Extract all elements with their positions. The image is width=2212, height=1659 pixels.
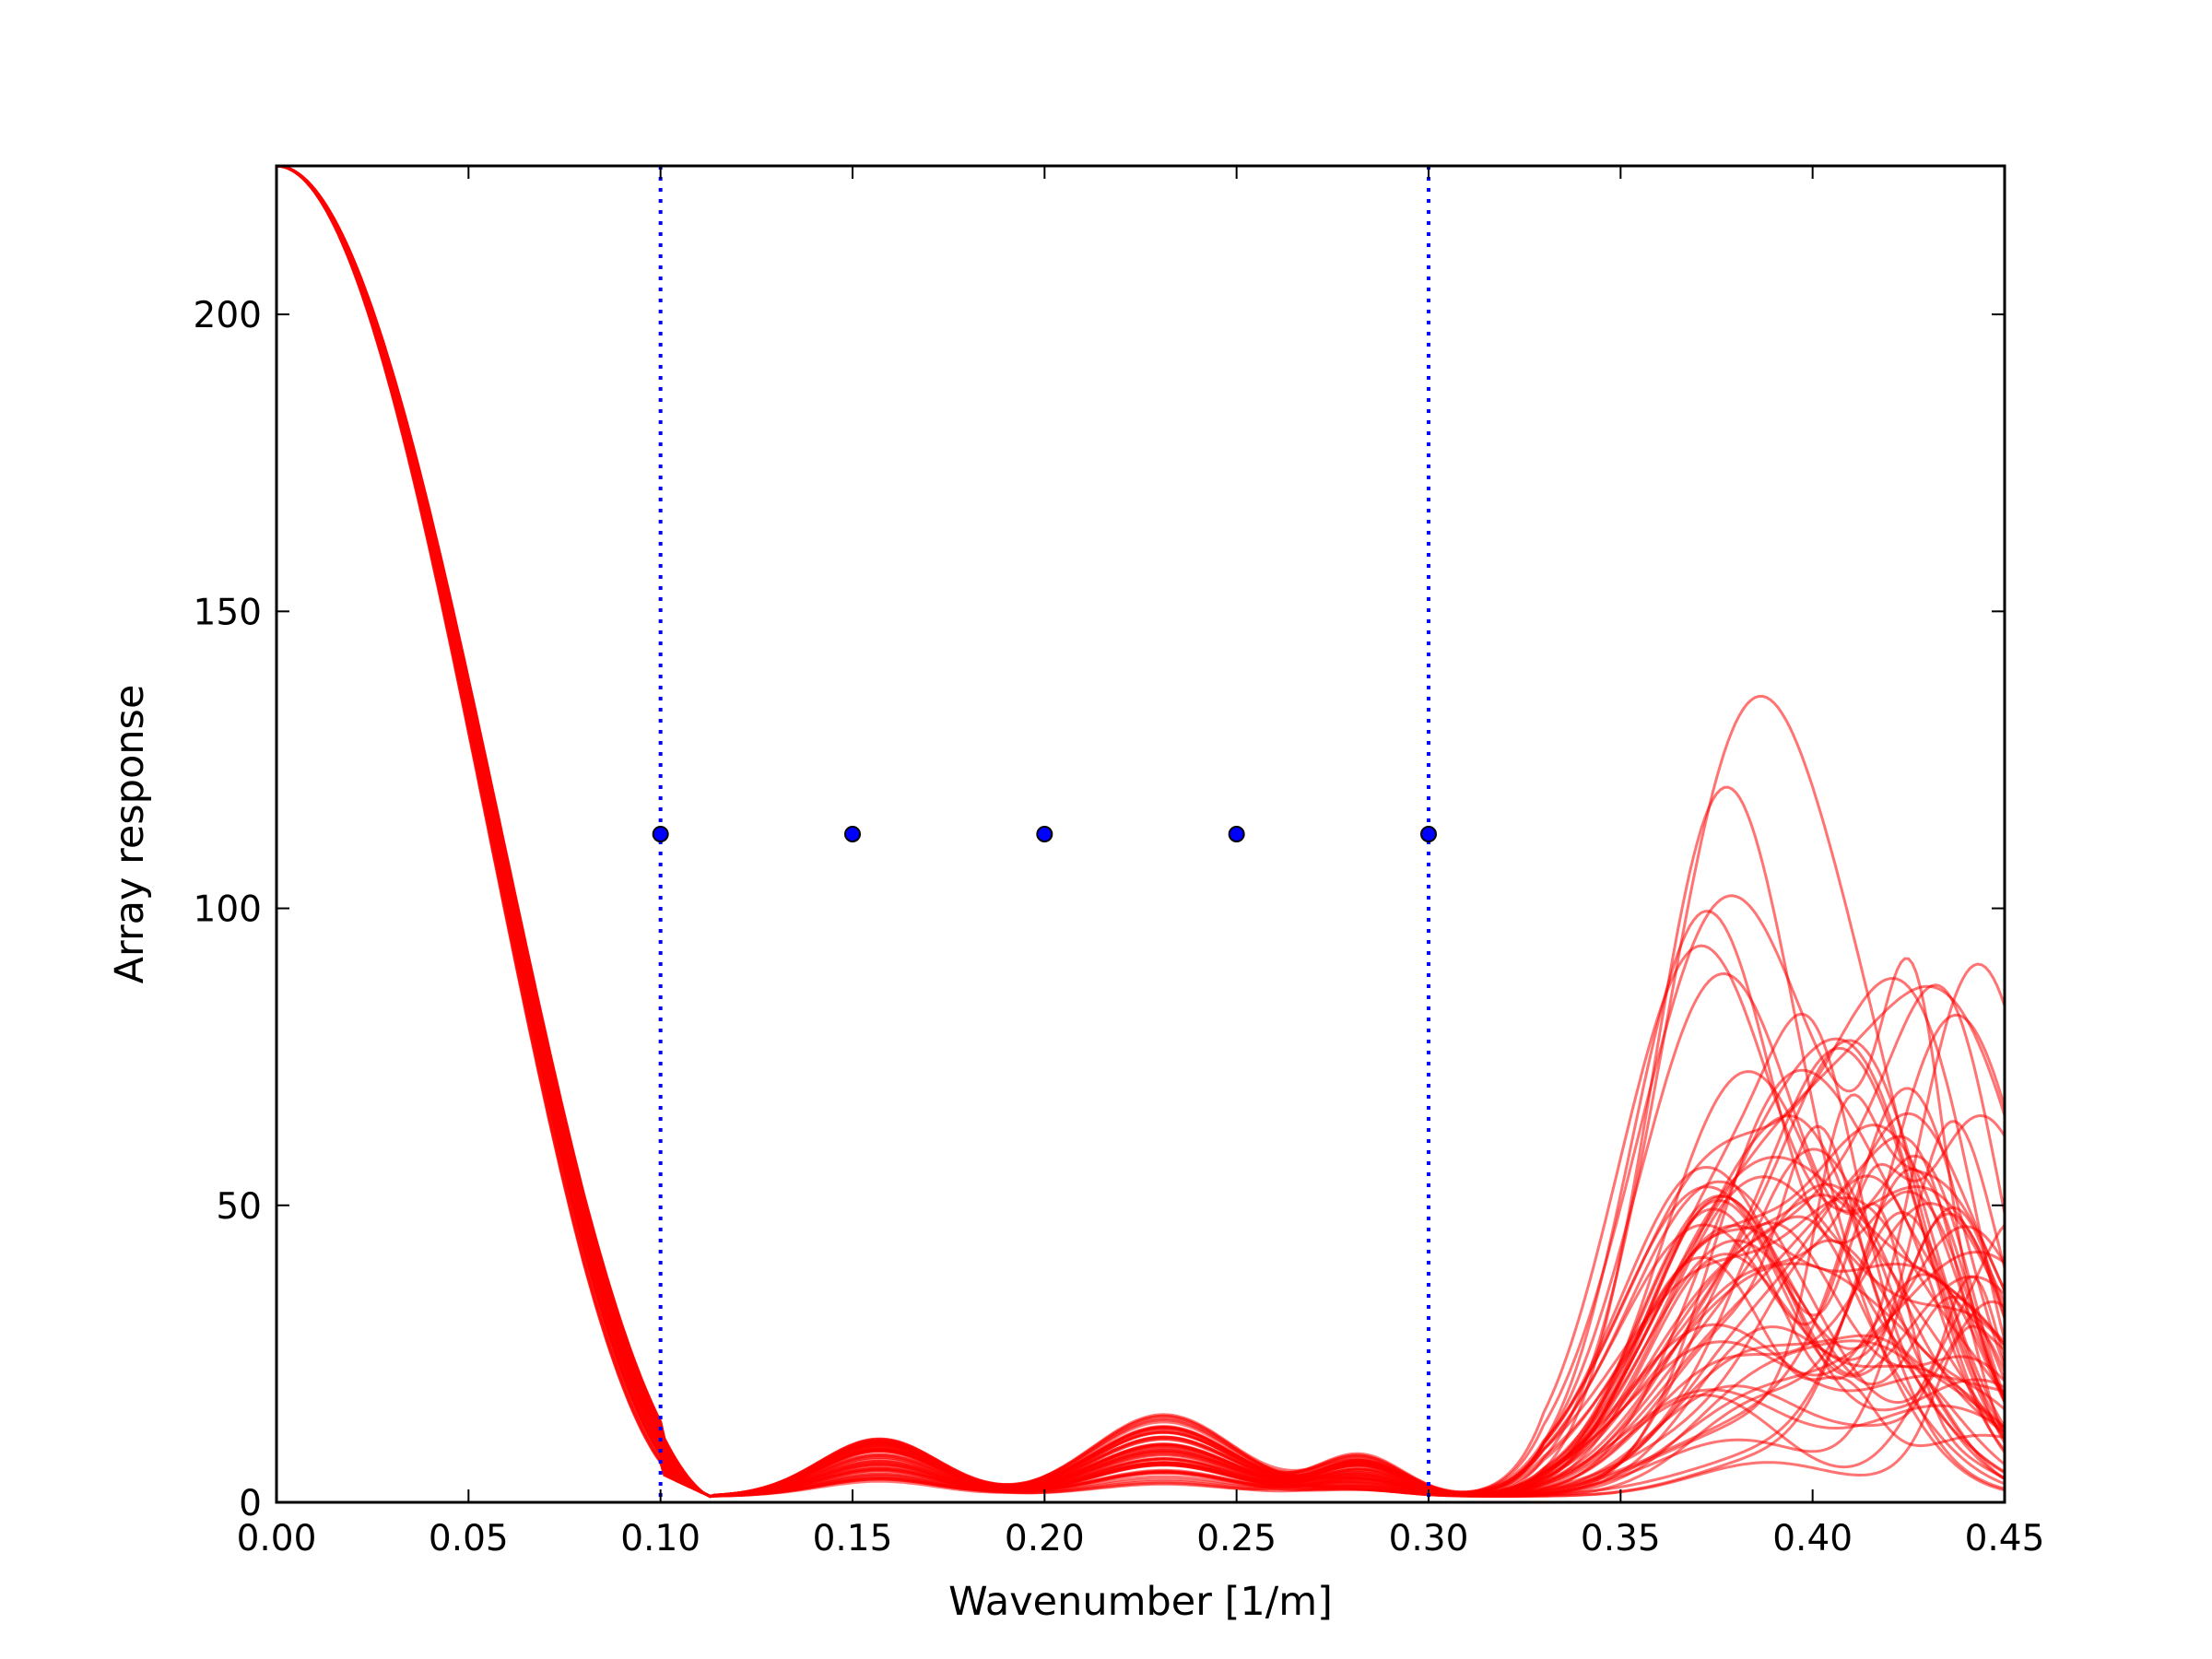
y-tick-label: 200 bbox=[194, 295, 262, 336]
x-tick-label: 0.10 bbox=[620, 1518, 700, 1559]
x-tick-label: 0.45 bbox=[1965, 1518, 2045, 1559]
y-tick-label: 50 bbox=[216, 1186, 262, 1228]
response-curve bbox=[276, 166, 2005, 1499]
x-tick-label: 0.35 bbox=[1581, 1518, 1661, 1559]
y-tick-label: 0 bbox=[239, 1483, 262, 1524]
band-marker bbox=[844, 826, 861, 842]
axis-ticks: 0.00 0.05 0.10 0.15 0.20 0.25 0.30 0.35 0.40 0.45… bbox=[194, 166, 2045, 1559]
response-curve bbox=[276, 166, 2005, 1499]
x-tick-label: 0.05 bbox=[429, 1518, 509, 1559]
x-tick-label: 0.20 bbox=[1005, 1518, 1085, 1559]
band-markers bbox=[652, 826, 1437, 842]
x-axis-label: Wavenumber [1/m] bbox=[948, 1579, 1333, 1625]
plot-frame bbox=[275, 164, 2006, 1504]
x-tick-label: 0.30 bbox=[1389, 1518, 1469, 1559]
band-marker bbox=[1420, 826, 1437, 842]
y-tick-label: 150 bbox=[194, 592, 262, 633]
response-curve bbox=[276, 166, 2005, 1499]
response-curve bbox=[276, 166, 2005, 1499]
x-tick-label: 0.40 bbox=[1772, 1518, 1853, 1559]
band-marker bbox=[652, 826, 669, 842]
x-tick-label: 0.00 bbox=[237, 1518, 317, 1559]
x-tick-label: 0.25 bbox=[1196, 1518, 1277, 1559]
response-curves bbox=[276, 166, 2005, 1499]
band-limit-lines bbox=[658, 166, 1430, 1502]
band-marker bbox=[1036, 826, 1053, 842]
response-curve bbox=[276, 166, 2005, 1499]
y-axis-label: Array response bbox=[107, 685, 153, 984]
band-marker bbox=[1228, 826, 1245, 842]
x-tick-label: 0.15 bbox=[813, 1518, 893, 1559]
y-tick-label: 100 bbox=[194, 889, 262, 931]
